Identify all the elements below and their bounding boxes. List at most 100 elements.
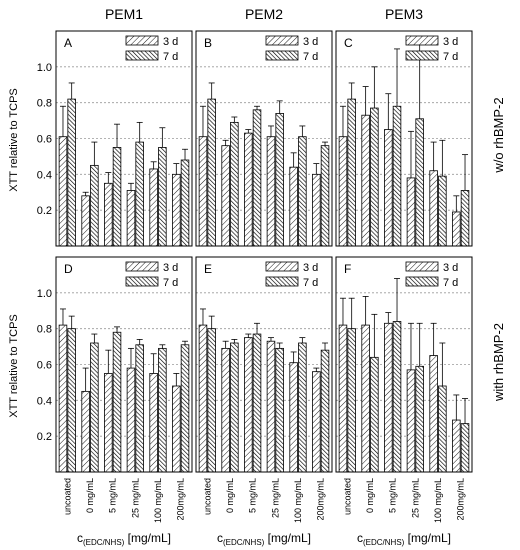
x-tick-label: 200mg/mL [176, 478, 186, 521]
bar-3d [81, 195, 90, 247]
panel-b: B 3 d 7 d [195, 30, 333, 247]
legend-label: 3 d [443, 36, 458, 48]
bar-3d [406, 369, 416, 473]
y-tick-label: 0.6 [37, 360, 52, 372]
bar-7d [392, 321, 402, 473]
panel-c: C 3 d 7 d [335, 30, 473, 247]
legend-swatch-3d [125, 35, 159, 46]
x-axis-label-pem1: c(EDC/NHS) [mg/mL] [77, 531, 171, 547]
bar-7d [460, 423, 470, 473]
legend-label: 3 d [443, 262, 458, 274]
bar-7d [158, 147, 167, 247]
bar-3d [266, 340, 276, 473]
legend-swatch-3d [265, 35, 299, 46]
x-axis-label-pem3: c(EDC/NHS) [mg/mL] [357, 531, 451, 547]
x-tick-label: 100 mg/mL [293, 478, 303, 523]
bar-3d [452, 211, 461, 247]
panel-letter: E [204, 262, 212, 276]
x-tick-label: uncoated [342, 478, 352, 515]
y-tick-label: 1.0 [37, 62, 52, 74]
x-axis-label-pem2: c(EDC/NHS) [mg/mL] [217, 531, 311, 547]
x-tick-labels: uncoated 0 mg/mL 5 mg/mL 25 mg/mL 100 mg/mL 2… [62, 478, 465, 523]
x-tick-label: 200mg/mL [456, 478, 466, 521]
y-axis-label-bottom: XTT relative to TCPS [8, 314, 20, 418]
x-tick-label: 5 mg/mL [248, 478, 258, 513]
panel-frame [195, 256, 333, 473]
legend-label: 7 d [443, 277, 458, 289]
bar-7d [158, 347, 167, 473]
x-tick-label: 200mg/mL [316, 478, 326, 521]
bar-7d [135, 141, 144, 247]
bar-3d [81, 390, 90, 473]
y-tick-label: 0.4 [37, 395, 52, 407]
panel-f: F 3 d 7 d [335, 256, 473, 473]
x-tick-label: 25 mg/mL [270, 478, 280, 518]
bar-7d [67, 98, 76, 247]
legend-swatch-3d [125, 261, 159, 272]
bar-7d [438, 385, 447, 473]
legend-swatch-7d [125, 276, 159, 287]
bar-3d [198, 136, 208, 247]
x-tick-label: 0 mg/mL [225, 478, 235, 513]
bar-3d [452, 419, 461, 473]
legend-label: 3 d [303, 36, 318, 48]
bar-7d [112, 147, 122, 247]
bar-3d [104, 182, 113, 247]
bar-7d [370, 356, 379, 473]
y-axis-label-top: XTT relative to TCPS [8, 88, 20, 192]
legend-swatch-7d [265, 276, 299, 287]
y-tick-label: 0.2 [37, 205, 52, 217]
legend-swatch-7d [405, 276, 439, 287]
panel-frame [55, 30, 193, 247]
bar-3d [312, 173, 321, 247]
legend-label: 7 d [163, 51, 178, 63]
bar-7d [90, 164, 99, 247]
legend-label: 3 d [163, 36, 178, 48]
bar-7d [320, 145, 330, 247]
bar-7d [415, 118, 424, 247]
bar-3d [289, 166, 298, 247]
bar-3d [384, 129, 393, 247]
panel-frame [55, 256, 193, 473]
bar-3d [221, 145, 230, 247]
legend-swatch-7d [125, 50, 159, 61]
x-tick-label: 0 mg/mL [365, 478, 375, 513]
x-tick-label: 0 mg/mL [85, 478, 95, 513]
panel-frame [335, 30, 473, 247]
bar-7d [370, 107, 379, 247]
bar-7d [230, 342, 239, 473]
bar-3d [172, 173, 181, 247]
bar-7d [438, 175, 447, 247]
bar-7d [207, 328, 216, 473]
row-label-without-rhbmp2: w/o rhBMP-2 [491, 97, 506, 173]
bar-7d [415, 365, 424, 473]
x-tick-label: 5 mg/mL [388, 478, 398, 513]
y-tick-label: 0.2 [37, 431, 52, 443]
legend-swatch-3d [405, 261, 439, 272]
bar-3d [198, 324, 208, 473]
panel-letter: D [64, 262, 73, 276]
bar-7d [207, 98, 216, 247]
bar-7d [347, 328, 356, 473]
x-tick-label: 25 mg/mL [410, 478, 420, 518]
bar-7d [275, 113, 284, 247]
legend-swatch-7d [265, 50, 299, 61]
legend-label: 3 d [163, 262, 178, 274]
x-tick-label: 100 mg/mL [153, 478, 163, 523]
bar-3d [104, 373, 113, 473]
column-title-pem2: PEM2 [245, 6, 283, 22]
legend-label: 7 d [303, 51, 318, 63]
y-tick-label: 0.8 [37, 98, 52, 110]
x-tick-label: 25 mg/mL [130, 478, 140, 518]
bar-3d [221, 347, 230, 473]
bar-7d [180, 344, 190, 473]
bar-7d [112, 331, 122, 473]
bar-7d [180, 159, 190, 247]
panel-e: E 3 d 7 d [195, 256, 333, 473]
bar-3d [149, 168, 158, 247]
bar-3d [172, 385, 181, 473]
bar-7d [252, 333, 262, 473]
panel-frame [195, 30, 333, 247]
bar-3d [429, 170, 438, 247]
bar-7d [252, 109, 262, 247]
